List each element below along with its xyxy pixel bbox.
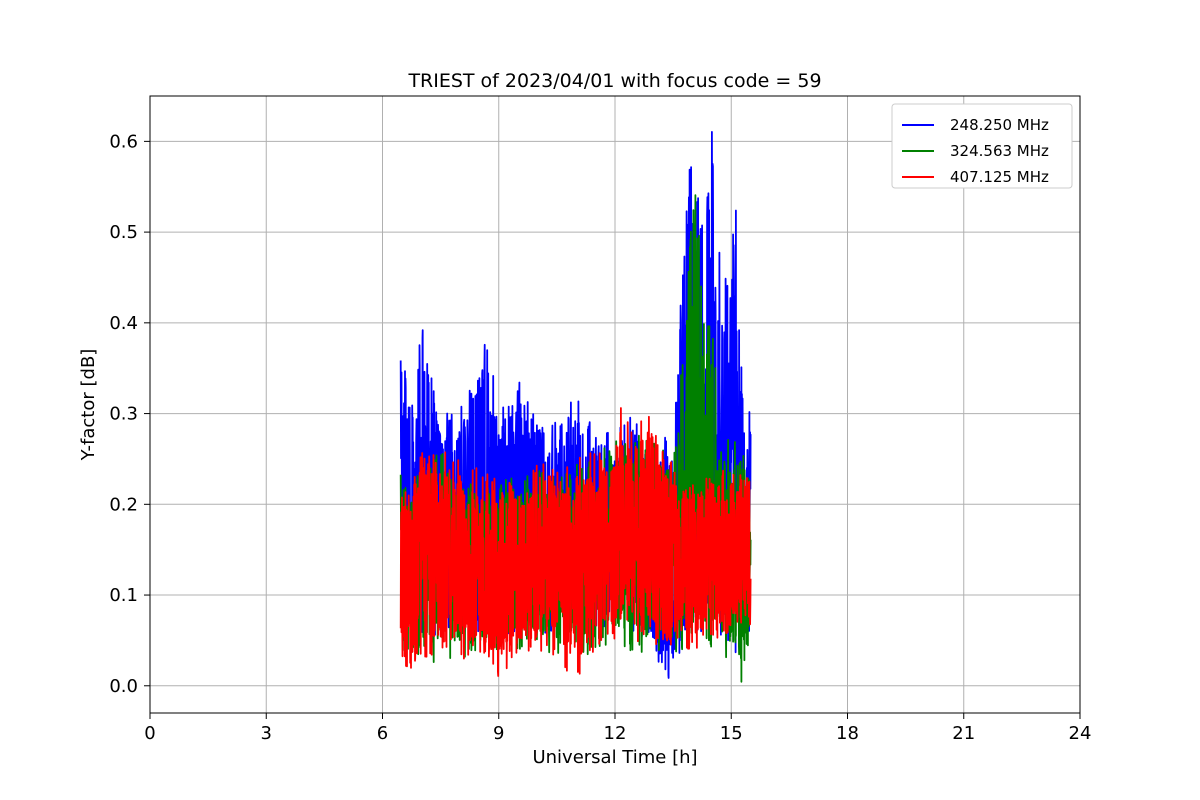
y-tick-label: 0.4 xyxy=(109,313,138,334)
y-tick-label: 0.2 xyxy=(109,494,138,515)
x-tick-label: 12 xyxy=(604,723,627,744)
legend-label: 407.125 MHz xyxy=(950,168,1049,186)
y-tick-label: 0.6 xyxy=(109,131,138,152)
legend-box xyxy=(891,103,1073,189)
y-axis-ticks: 0.0 0.1 0.2 0.3 0.4 0.5 0.6 xyxy=(109,131,150,697)
legend: 248.250 MHz 324.563 MHz 407.125 MHz xyxy=(891,103,1073,189)
y-tick-label: 0.5 xyxy=(109,222,138,243)
x-axis-ticks: 0 3 6 9 12 15 18 21 24 xyxy=(144,713,1091,744)
x-tick-label: 6 xyxy=(377,723,388,744)
x-tick-label: 9 xyxy=(493,723,504,744)
x-tick-label: 3 xyxy=(261,723,272,744)
series-layer xyxy=(399,131,752,683)
series-line xyxy=(399,407,752,677)
x-tick-label: 0 xyxy=(144,723,155,744)
legend-label: 324.563 MHz xyxy=(950,142,1049,160)
chart-title: TRIEST of 2023/04/01 with focus code = 5… xyxy=(407,70,821,92)
x-tick-label: 15 xyxy=(720,723,743,744)
y-tick-label: 0.3 xyxy=(109,404,138,425)
x-tick-label: 21 xyxy=(952,723,975,744)
y-axis-label: Y-factor [dB] xyxy=(78,349,99,462)
x-axis-label: Universal Time [h] xyxy=(532,747,697,768)
x-tick-label: 18 xyxy=(836,723,859,744)
y-tick-label: 0.1 xyxy=(109,585,138,606)
y-tick-label: 0.0 xyxy=(109,676,138,697)
x-tick-label: 24 xyxy=(1069,723,1092,744)
legend-label: 248.250 MHz xyxy=(950,116,1049,134)
